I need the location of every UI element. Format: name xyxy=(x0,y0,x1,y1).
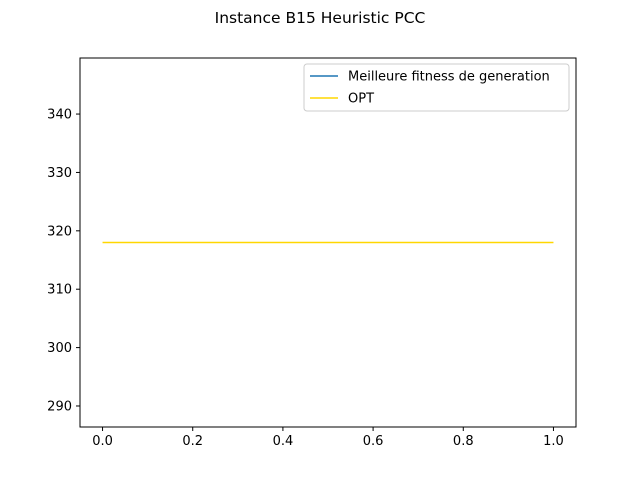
y-tick-label: 330 xyxy=(47,166,72,181)
x-axis: 0.0 0.2 0.4 0.6 0.8 1.0 xyxy=(92,427,564,449)
x-tick-label: 0.4 xyxy=(273,434,294,449)
x-tick-label: 0.8 xyxy=(453,434,474,449)
x-tick-label: 0.0 xyxy=(92,434,113,449)
y-tick-label: 290 xyxy=(47,399,72,414)
legend-box xyxy=(303,63,570,112)
y-axis: 290 300 310 320 330 340 xyxy=(47,108,80,414)
x-tick-label: 0.6 xyxy=(363,434,384,449)
y-tick-label: 310 xyxy=(47,283,72,298)
x-tick-label: 0.2 xyxy=(182,434,203,449)
legend: Meilleure fitness de generation OPT xyxy=(303,63,570,112)
x-tick-label: 1.0 xyxy=(543,434,564,449)
legend-label-1: OPT xyxy=(348,92,374,107)
axes-frame xyxy=(79,57,577,428)
y-tick-label: 320 xyxy=(47,224,72,239)
y-tick-label: 340 xyxy=(47,108,72,123)
y-tick-label: 300 xyxy=(47,341,72,356)
legend-label-0: Meilleure fitness de generation xyxy=(348,70,550,85)
chart-title: Instance B15 Heuristic PCC xyxy=(215,9,426,27)
